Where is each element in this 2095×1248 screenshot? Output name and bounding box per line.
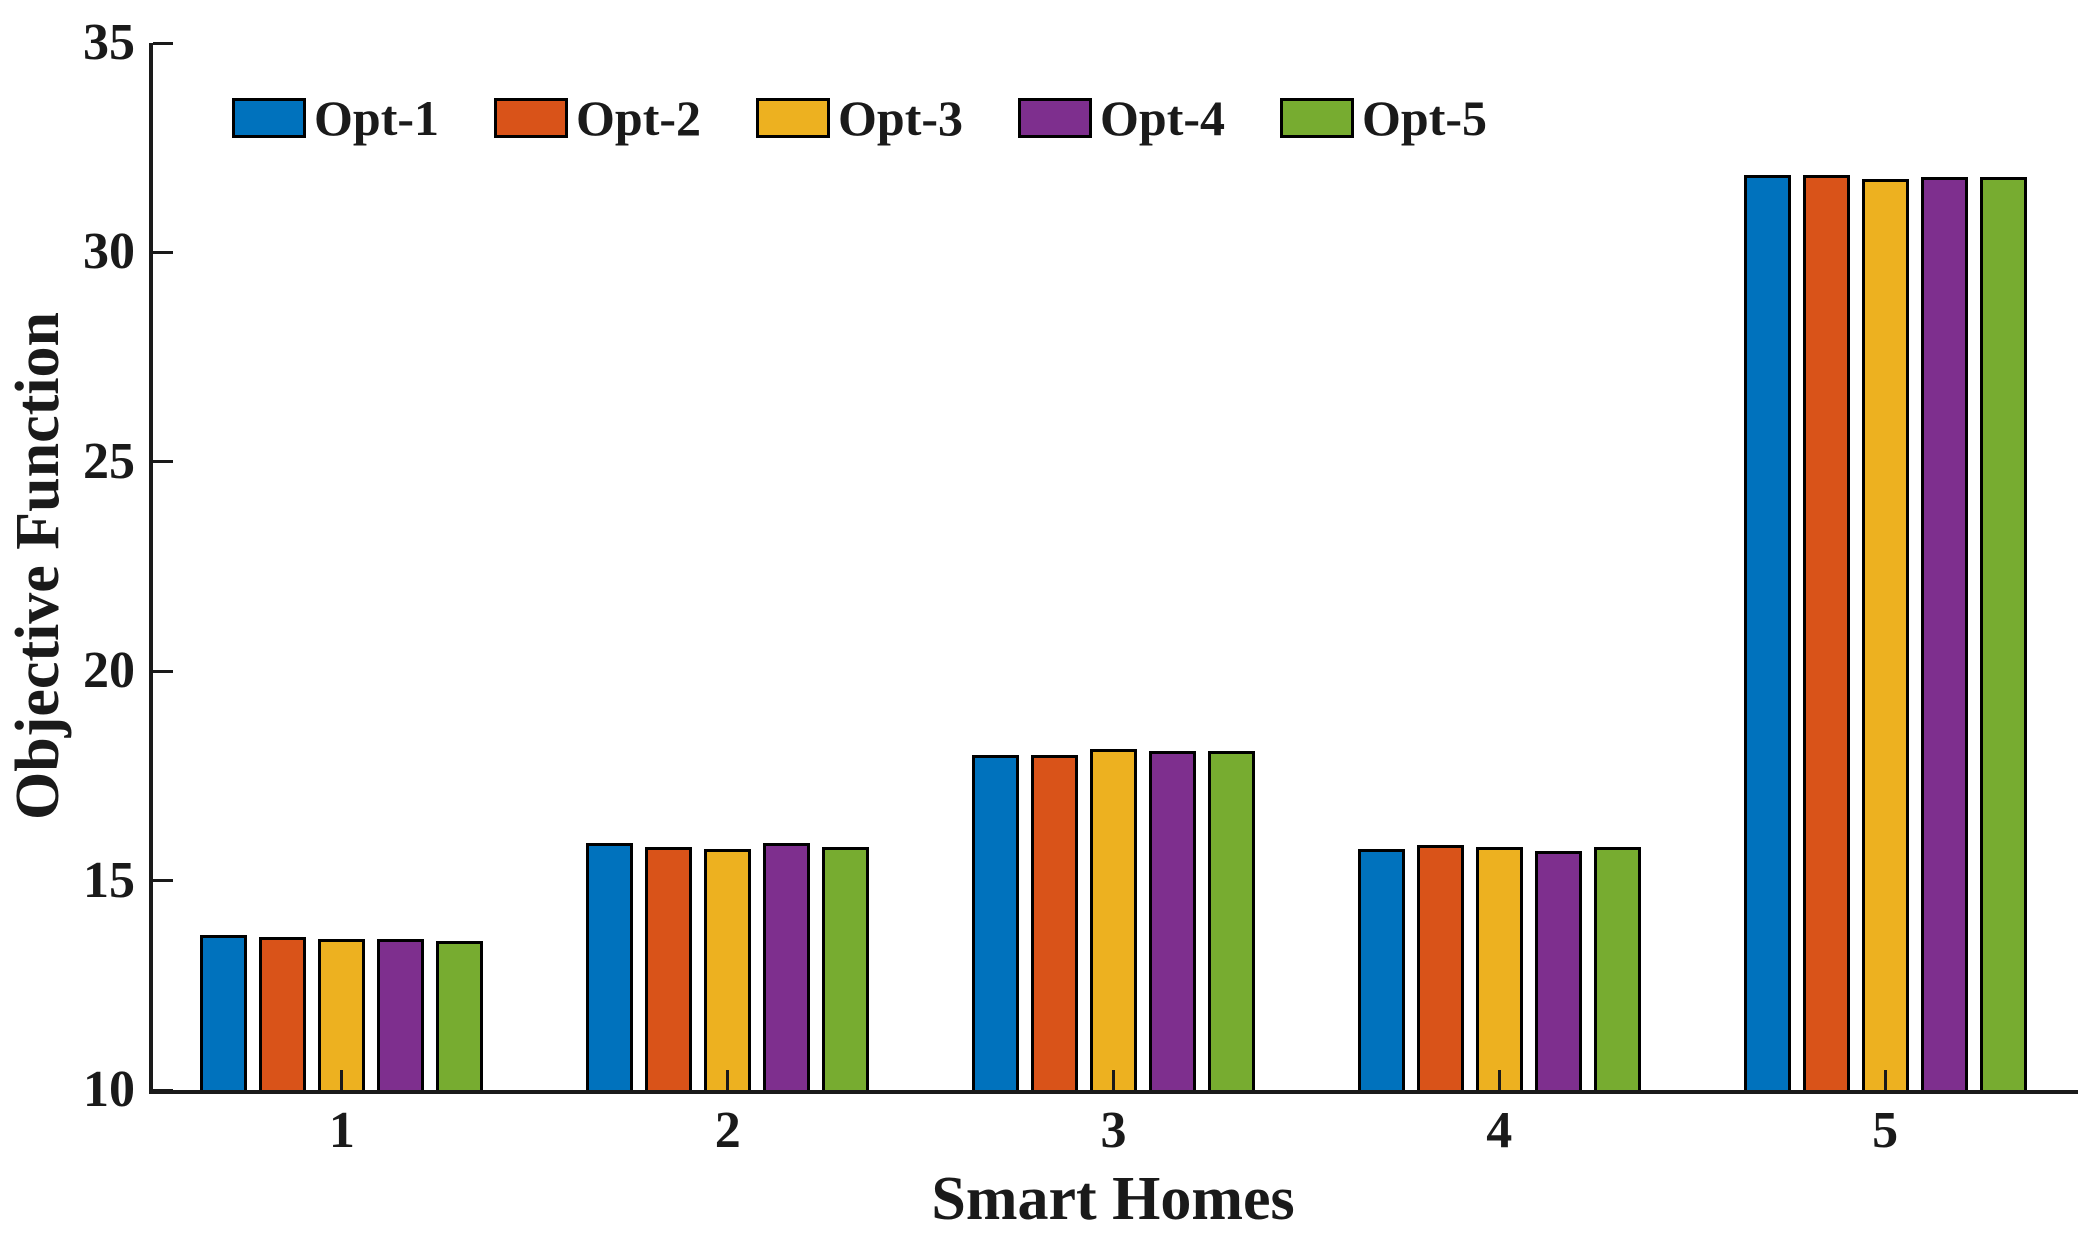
bar-opt-5-home2 — [822, 847, 870, 1093]
y-tick-label: 25 — [83, 432, 135, 490]
y-tick — [153, 460, 173, 464]
y-tick — [153, 1088, 173, 1092]
y-tick — [153, 250, 173, 254]
bar-opt-5-home4 — [1593, 847, 1641, 1093]
y-tick-label: 15 — [83, 851, 135, 909]
x-axis-title: Smart Homes — [931, 1165, 1295, 1233]
bar-opt-3-home1 — [318, 939, 366, 1093]
bar-opt-2-home5 — [1802, 174, 1850, 1093]
y-tick-label: 20 — [83, 642, 135, 700]
bar-opt-3-home5 — [1861, 179, 1909, 1093]
x-tick-label: 2 — [714, 1102, 741, 1159]
bar-opt-1-home3 — [972, 755, 1019, 1093]
bar-opt-5-home5 — [1979, 177, 2027, 1093]
x-tick — [726, 1070, 730, 1090]
y-tick — [153, 41, 173, 45]
y-tick-label: 35 — [83, 14, 135, 71]
legend-item-opt-3: Opt-3 — [756, 90, 963, 146]
bar-opt-3-home3 — [1090, 748, 1137, 1093]
legend-swatch-opt-4 — [1018, 98, 1092, 138]
bar-opt-3-home4 — [1475, 847, 1523, 1093]
legend-swatch-opt-5 — [1280, 98, 1354, 138]
bar-opt-1-home2 — [586, 842, 634, 1093]
y-tick-label: 10 — [83, 1061, 135, 1118]
bar-opt-4-home2 — [763, 842, 811, 1093]
y-axis-title: Objective Function — [4, 312, 72, 820]
x-tick — [1883, 1070, 1887, 1090]
x-tick-label: 5 — [1872, 1102, 1899, 1159]
legend-item-opt-2: Opt-2 — [494, 90, 701, 146]
legend-item-opt-5: Opt-5 — [1280, 90, 1487, 146]
legend-swatch-opt-3 — [756, 98, 830, 138]
bar-opt-2-home4 — [1416, 845, 1464, 1093]
bar-opt-2-home3 — [1031, 755, 1078, 1093]
bar-opt-4-home4 — [1534, 851, 1582, 1093]
bar-opt-1-home5 — [1743, 174, 1791, 1093]
legend-label-opt-1: Opt-1 — [314, 90, 439, 146]
bar-opt-5-home1 — [436, 941, 484, 1093]
legend-label-opt-2: Opt-2 — [576, 90, 701, 146]
bar-opt-2-home1 — [259, 937, 307, 1093]
legend-label-opt-4: Opt-4 — [1100, 90, 1225, 146]
legend-item-opt-1: Opt-1 — [232, 90, 439, 146]
legend: Opt-1 Opt-2 Opt-3 Opt-4 Opt-5 — [0, 0, 2095, 160]
bar-opt-3-home2 — [704, 849, 752, 1093]
x-tick — [1497, 1070, 1501, 1090]
x-tick-label: 1 — [328, 1102, 355, 1159]
y-axis-line — [149, 43, 153, 1094]
x-tick-label: 3 — [1100, 1102, 1127, 1159]
legend-label-opt-5: Opt-5 — [1362, 90, 1487, 146]
legend-label-opt-3: Opt-3 — [838, 90, 963, 146]
y-tick-label: 30 — [83, 223, 135, 281]
bar-opt-2-home2 — [645, 847, 693, 1093]
y-tick — [153, 879, 173, 883]
x-tick — [340, 1070, 344, 1090]
legend-item-opt-4: Opt-4 — [1018, 90, 1225, 146]
bar-opt-4-home3 — [1149, 750, 1196, 1093]
bar-opt-1-home4 — [1357, 849, 1405, 1093]
bar-opt-4-home5 — [1920, 177, 1968, 1093]
y-tick — [153, 669, 173, 673]
x-tick — [1112, 1070, 1115, 1090]
x-axis-line — [149, 1090, 2078, 1094]
bar-opt-5-home3 — [1208, 750, 1255, 1093]
legend-swatch-opt-1 — [232, 98, 306, 138]
bar-opt-4-home1 — [377, 939, 425, 1093]
x-tick-label: 4 — [1486, 1102, 1513, 1159]
legend-swatch-opt-2 — [494, 98, 568, 138]
bar-opt-1-home1 — [200, 935, 248, 1093]
